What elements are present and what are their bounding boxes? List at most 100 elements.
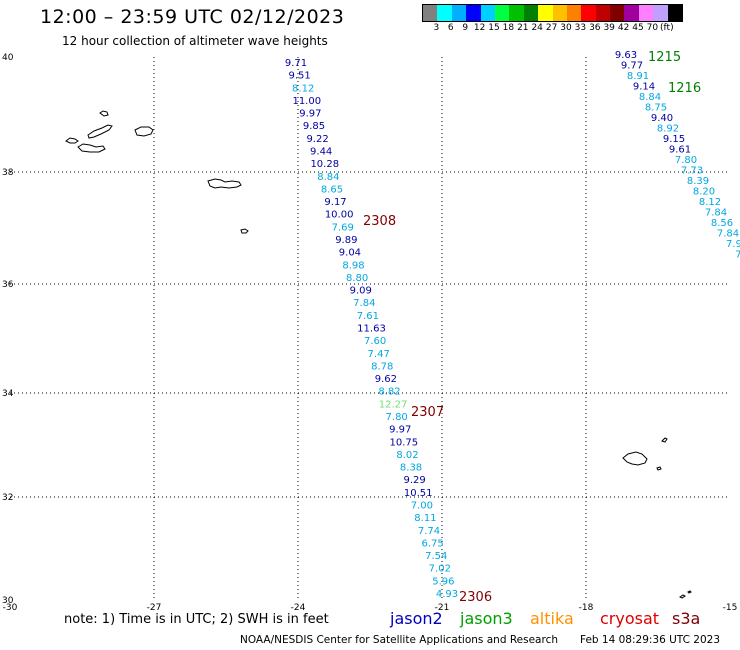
page-subtitle: 12 hour collection of altimeter wave hei… (62, 34, 328, 48)
x-tick-label: -18 (579, 603, 594, 613)
scale-label: 3 (433, 23, 440, 33)
wave-height-value: 8.82 (378, 387, 400, 398)
scale-label: 18 (502, 23, 515, 33)
legend-cryosat: cryosat (600, 609, 660, 628)
scale-swatch (480, 5, 495, 21)
wave-height-value: 9.97 (389, 425, 411, 436)
scale-swatch (552, 5, 567, 21)
wave-height-value: 8.91 (627, 71, 649, 82)
legend-s3a: s3a (672, 609, 701, 628)
scale-swatch (451, 5, 467, 21)
wave-height-value: 7.61 (357, 311, 379, 322)
scale-swatch (653, 5, 668, 21)
wave-height-value: 9.09 (350, 286, 372, 297)
island-coastline (207, 178, 242, 189)
wave-height-value: 6.75 (421, 538, 443, 549)
track-id-label: 2307 (411, 405, 444, 420)
wave-height-value: 8.78 (371, 361, 393, 372)
wave-height-value: 8.65 (321, 184, 343, 195)
wave-height-value: 7.84 (353, 298, 375, 309)
wave-height-value: 8.12 (699, 197, 721, 208)
wave-height-value: 7.84 (705, 208, 727, 219)
wave-height-value: 7.84 (717, 229, 739, 240)
wave-height-value: 9.40 (651, 113, 673, 124)
y-tick-label: 38 (2, 168, 14, 178)
scale-swatch (624, 5, 639, 21)
y-tick-label: 40 (2, 53, 14, 63)
y-tick-label: 36 (2, 280, 14, 290)
scale-swatch (437, 5, 452, 21)
island-coastline (240, 228, 249, 234)
wave-height-value: 8.56 (711, 218, 733, 229)
wave-height-value: 8.84 (317, 172, 339, 183)
scale-label: 6 (447, 23, 454, 33)
y-tick-label: 32 (2, 493, 13, 503)
wave-height-value: 7.54 (425, 551, 447, 562)
wave-height-value: 8.38 (400, 463, 422, 474)
scale-swatch (538, 5, 553, 21)
wave-height-value: 9.51 (288, 71, 310, 82)
wave-height-value: 8.98 (342, 260, 364, 271)
wave-height-value: 9.97 (299, 109, 321, 120)
wave-height-value: 9.04 (339, 248, 361, 259)
island-coastline (65, 137, 79, 144)
x-tick-label: -15 (723, 603, 738, 613)
wave-height-value: 8.20 (693, 187, 715, 198)
wave-height-value: 4.93 (436, 589, 458, 600)
scale-label: 12 (473, 23, 486, 33)
wave-height-value: 7.80 (386, 412, 408, 423)
island-coastline (134, 126, 154, 137)
wave-height-value: 7.47 (368, 349, 390, 360)
credit-text: NOAA/NESDIS Center for Satellite Applica… (240, 634, 558, 646)
scale-label: 9 (462, 23, 469, 33)
wave-height-value: 8.12 (292, 83, 314, 94)
scale-label: 24 (531, 23, 543, 33)
wave-height-value: 9.62 (375, 374, 397, 385)
color-scale-labels: 3 6 9 12 15 18 21 24 27 30 33 36 39 42 45 70 (ft) (422, 22, 683, 36)
wave-height-value: 11.63 (357, 324, 386, 335)
scale-label: 70 (646, 23, 659, 33)
x-tick-label: -27 (147, 603, 162, 613)
wave-height-value: 9.22 (306, 134, 328, 145)
scale-swatch (423, 5, 438, 21)
wave-height-value: 10.51 (404, 488, 433, 499)
scale-swatch (494, 5, 510, 21)
x-tick-label: -24 (291, 603, 306, 613)
wave-height-value: 9.61 (669, 145, 691, 156)
wave-height-value: 9.29 (404, 475, 426, 486)
wave-height-value: 9.63 (615, 50, 637, 61)
scale-label: 15 (488, 23, 500, 33)
wave-height-value: 8.84 (639, 92, 661, 103)
scale-label: 36 (589, 23, 601, 33)
wave-height-value: 9.44 (310, 147, 332, 158)
scale-swatch (667, 5, 683, 21)
wave-height-value: 9.15 (663, 134, 685, 145)
scale-swatch (523, 5, 539, 21)
legend-jason3: jason3 (460, 609, 513, 628)
wave-height-value: 8.02 (396, 450, 418, 461)
wave-height-value: 11.00 (292, 96, 321, 107)
wave-height-value: 7.9 (726, 239, 740, 250)
wave-height-value: 9.17 (324, 197, 346, 208)
wave-height-value: 10.75 (390, 437, 419, 448)
scale-label: 27 (545, 23, 558, 33)
timestamp-text: Feb 14 08:29:36 UTC 2023 (580, 634, 720, 646)
wave-height-value: 7. (735, 250, 740, 261)
wave-height-value: 10.00 (325, 210, 354, 221)
scale-label: 33 (574, 23, 587, 33)
track-id-label: 1216 (668, 81, 701, 96)
scale-label: 39 (603, 23, 615, 33)
y-tick-label: 34 (2, 389, 14, 399)
scale-swatch (581, 5, 596, 21)
wave-height-value: 7.02 (429, 564, 451, 575)
wave-height-value: 9.85 (303, 121, 325, 132)
wave-height-value: 9.14 (633, 82, 655, 93)
island-coastline (656, 466, 662, 471)
island-coastline (687, 590, 692, 594)
wave-height-value: 12.27 (379, 399, 408, 410)
scale-swatch (466, 5, 481, 21)
island-coastline (622, 451, 648, 466)
wave-height-value: 8.92 (657, 124, 679, 135)
island-coastline (99, 110, 109, 117)
